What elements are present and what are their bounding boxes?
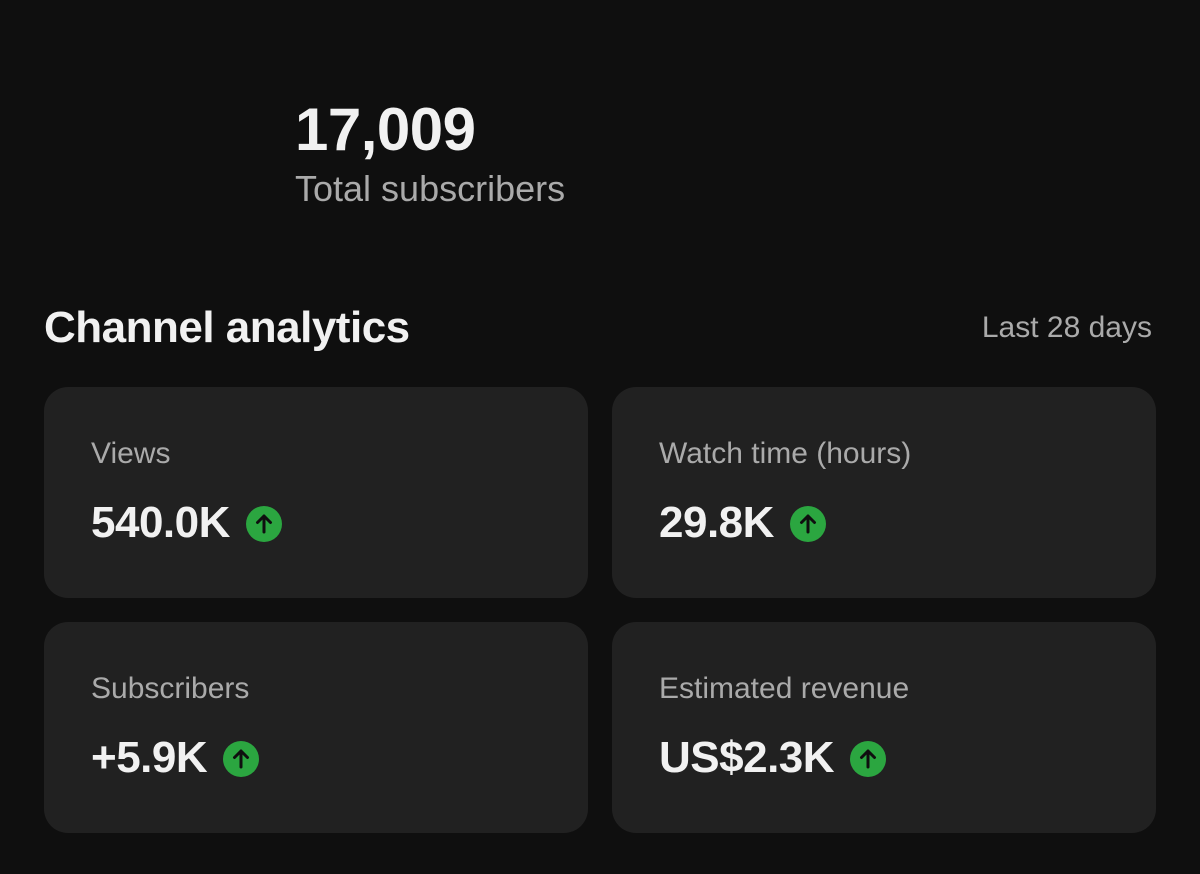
watch-time-card[interactable]: Watch time (hours) 29.8K: [612, 387, 1156, 598]
estimated-revenue-value: US$2.3K: [659, 733, 835, 782]
views-card[interactable]: Views 540.0K: [44, 387, 588, 598]
watch-time-value-row: 29.8K: [659, 495, 826, 551]
subscribers-value-row: +5.9K: [91, 730, 260, 786]
arrow-up-icon: [789, 506, 826, 542]
watch-time-label: Watch time (hours): [659, 437, 912, 470]
estimated-revenue-value-row: US$2.3K: [659, 730, 887, 786]
subscribers-card[interactable]: Subscribers +5.9K: [44, 622, 588, 833]
date-range-label[interactable]: Last 28 days: [981, 311, 1152, 344]
watch-time-value: 29.8K: [659, 498, 774, 547]
channel-analytics-title: Channel analytics: [44, 303, 410, 352]
total-subscribers-summary: 17,009 Total subscribers: [295, 92, 565, 212]
arrow-up-icon: [223, 741, 260, 777]
subscribers-label: Subscribers: [91, 672, 250, 705]
total-subscribers-label: Total subscribers: [295, 168, 566, 209]
estimated-revenue-card[interactable]: Estimated revenue US$2.3K: [612, 622, 1156, 833]
views-value: 540.0K: [91, 498, 230, 547]
arrow-up-icon: [850, 741, 887, 777]
views-value-row: 540.0K: [91, 495, 282, 551]
arrow-up-icon: [245, 506, 282, 542]
total-subscribers-count: 17,009: [295, 96, 476, 163]
views-label: Views: [91, 437, 171, 470]
subscribers-value: +5.9K: [91, 733, 208, 782]
estimated-revenue-label: Estimated revenue: [659, 672, 910, 705]
